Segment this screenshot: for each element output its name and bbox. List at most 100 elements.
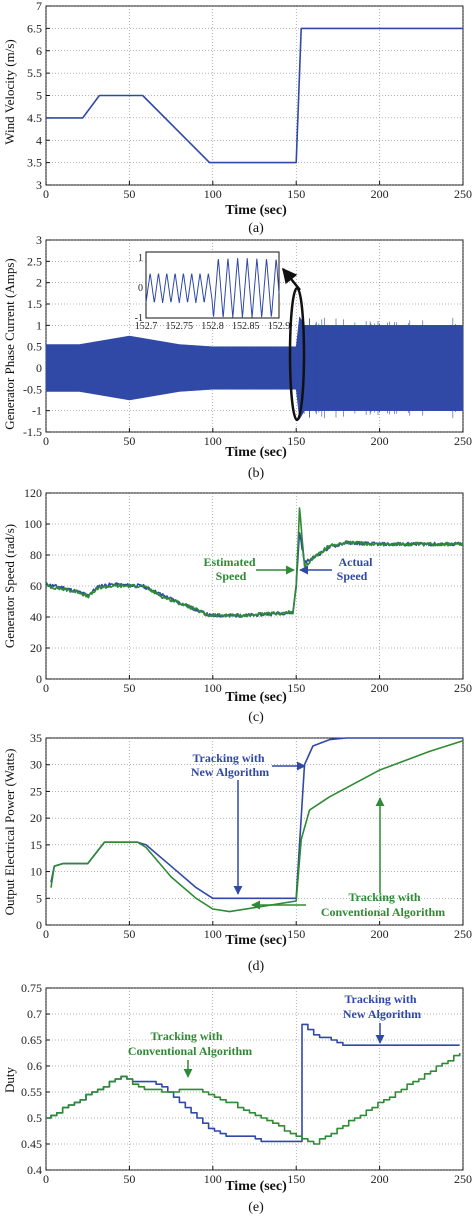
panel-e-duty: Duty Time (sec) (e) Tracking with Conven…	[2, 992, 421, 1215]
inset-waveform	[145, 258, 280, 319]
y-tick-label: 3	[36, 233, 42, 247]
x-tick-label: 0	[43, 681, 49, 695]
y-axis-label: Duty	[2, 1067, 17, 1094]
y-tick-label: 0.5	[27, 340, 42, 354]
x-tick-label: 0	[43, 434, 49, 448]
x-tick-label: 200	[371, 187, 389, 201]
inset-x-tick-label: 152.7	[135, 321, 158, 332]
inset-y-tick-label: -1	[135, 313, 143, 324]
x-tick-label: 200	[371, 681, 389, 695]
inset-x-tick-label: 152.75	[166, 321, 194, 332]
y-tick-label: 0.6	[27, 1059, 42, 1073]
x-tick-label: 50	[123, 927, 135, 941]
x-tick-label: 100	[204, 1172, 222, 1186]
y-tick-label: 6	[36, 44, 42, 58]
inset-y-tick-label: 0	[138, 283, 143, 294]
x-tick-label: 0	[43, 927, 49, 941]
y-tick-label: 20	[30, 641, 42, 655]
chart-a: 0 50 100 150 200 250 3 3.5 4 4.5 5 5.5 6 6.5 7	[27, 0, 472, 201]
x-tick-label: 50	[123, 434, 135, 448]
x-axis-label: Time (sec)	[225, 445, 287, 460]
y-tick-label: 40	[30, 610, 42, 624]
y-tick-label: 120	[24, 486, 42, 500]
panel-a-wind-velocity: Wind Velocity (m/s) Time (sec) (a)	[2, 39, 287, 236]
y-tick-label: 0.5	[27, 1111, 42, 1125]
x-tick-label: 0	[43, 1172, 49, 1186]
y-tick-label: 30	[30, 758, 42, 772]
x-tick-label: 250	[454, 681, 472, 695]
panel-label: (d)	[248, 959, 265, 974]
y-tick-label: 0.7	[27, 1007, 42, 1021]
x-axis-label: Time (sec)	[225, 203, 287, 218]
y-tick-label: 100	[24, 517, 42, 531]
y-tick-label: 0	[36, 361, 42, 375]
x-tick-label: 150	[287, 434, 305, 448]
y-tick-label: 60	[30, 579, 42, 593]
y-tick-label: 80	[30, 548, 42, 562]
series-line-tracking-with-conventional-algorithm	[50, 739, 464, 913]
x-tick-label: 250	[454, 927, 472, 941]
panel-c-generator-speed: Generator Speed (rad/s) Time (sec) (c) E…	[2, 524, 376, 725]
inset-x-tick-label: 152.85	[232, 321, 260, 332]
y-tick-label: -1.5	[23, 425, 42, 439]
panel-d-output-power: Output Electrical Power (Watts) Time (se…	[2, 749, 445, 974]
chart-b: 0 50 100 150 200 250 -1.5 -1 -0.5 0 0.5 1 1.5 2 2.5 3 15…	[23, 233, 472, 448]
annotation-new-algorithm: Tracking with New Algorithm	[191, 751, 269, 779]
x-tick-label: 200	[371, 927, 389, 941]
y-tick-label: 0.55	[21, 1085, 42, 1099]
x-tick-label: 150	[287, 681, 305, 695]
y-tick-label: 20	[30, 811, 42, 825]
y-axis-label: Output Electrical Power (Watts)	[2, 749, 17, 916]
x-tick-label: 150	[287, 1172, 305, 1186]
y-tick-label: 1.5	[27, 297, 42, 311]
y-tick-label: 6.5	[27, 21, 42, 35]
x-axis-label: Time (sec)	[225, 1179, 287, 1194]
y-tick-label: 5.5	[27, 66, 42, 80]
panel-label: (e)	[248, 1200, 264, 1215]
x-tick-label: 50	[123, 1172, 135, 1186]
annotation-conventional-algorithm: Tracking with Conventional Algorithm	[321, 890, 445, 919]
y-tick-label: 1	[36, 318, 42, 332]
zoom-inset: 152.7 152.75 152.8 152.85 152.9 -1 0 1	[135, 251, 291, 332]
y-tick-label: 0	[36, 672, 42, 686]
plot-frame	[45, 737, 464, 926]
y-tick-label: 2	[36, 276, 42, 290]
inset-x-tick-label: 152.9	[268, 321, 291, 332]
y-axis-label: Generator Speed (rad/s)	[2, 524, 17, 648]
x-tick-label: 150	[287, 187, 305, 201]
x-tick-label: 250	[454, 434, 472, 448]
zoom-arrow	[282, 267, 301, 291]
y-tick-label: 3.5	[27, 156, 42, 170]
y-tick-label: 5	[36, 89, 42, 103]
annotation-estimated-speed: Estimated Speed	[204, 555, 259, 583]
x-tick-label: 150	[287, 927, 305, 941]
annotation-conventional-algorithm: Tracking with Conventional Algorithm	[128, 1029, 252, 1058]
y-tick-label: 3	[36, 178, 42, 192]
panel-b-phase-current: Generator Phase Current (Amps) Time (sec…	[2, 258, 306, 481]
chart-c: 0 50 100 150 200 250 0 20 40 60 80 100 120	[24, 486, 472, 695]
y-tick-label: -0.5	[23, 382, 42, 396]
y-tick-label: 0.75	[21, 981, 42, 995]
y-tick-label: 0.65	[21, 1033, 42, 1047]
y-tick-label: 0.45	[21, 1137, 42, 1151]
y-axis-label: Generator Phase Current (Amps)	[2, 258, 17, 429]
annotation-new-algorithm: Tracking with New Algorithm	[343, 992, 421, 1021]
series-line-estimated-speed	[45, 507, 464, 618]
y-tick-label: 4.5	[27, 111, 42, 125]
inset-x-tick-label: 152.8	[201, 321, 224, 332]
x-axis-label: Time (sec)	[225, 690, 287, 705]
y-tick-label: 4	[36, 133, 42, 147]
x-tick-label: 0	[43, 187, 49, 201]
x-tick-label: 100	[204, 187, 222, 201]
annotation-actual-speed: Actual Speed	[337, 555, 376, 583]
y-tick-label: 7	[36, 0, 42, 13]
panel-label: (b)	[248, 466, 265, 481]
x-tick-label: 50	[123, 187, 135, 201]
x-axis-label: Time (sec)	[225, 933, 287, 948]
chart-d: 0 50 100 150 200 250 0 5 10 15 20 25 30 35	[30, 731, 472, 941]
y-tick-label: -1	[32, 404, 42, 418]
y-tick-label: 0	[36, 918, 42, 932]
x-tick-label: 100	[204, 434, 222, 448]
